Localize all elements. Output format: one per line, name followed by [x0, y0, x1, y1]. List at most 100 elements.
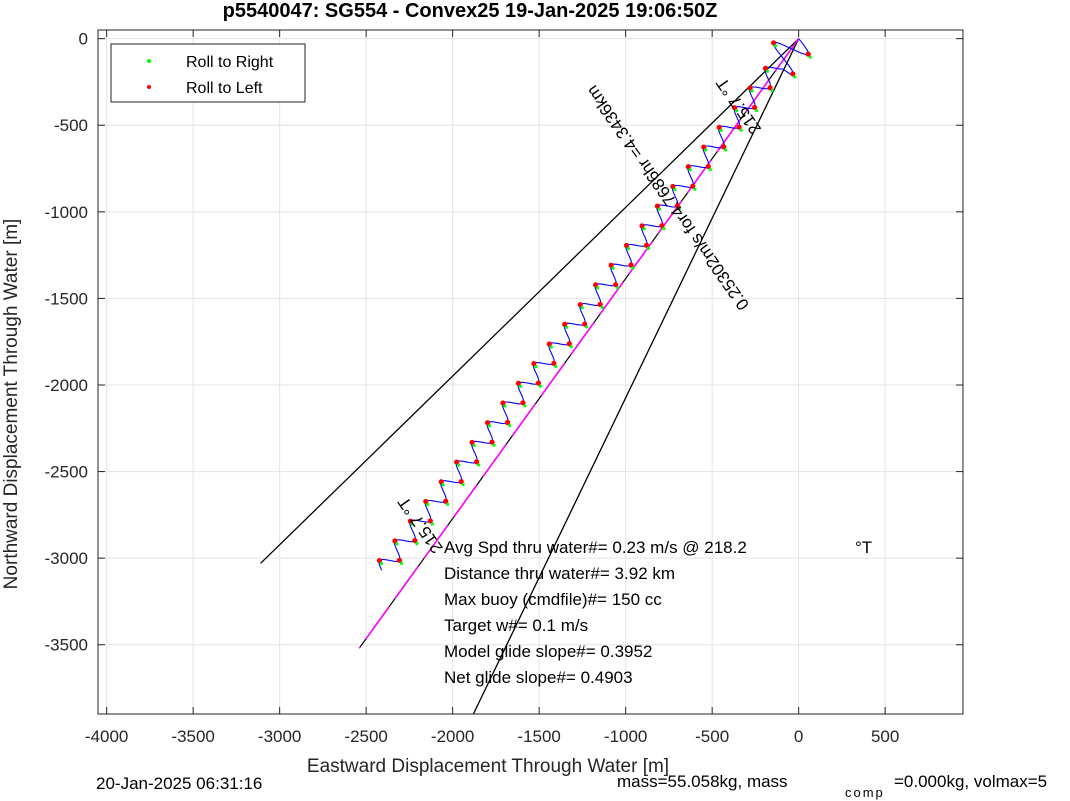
roll-left-marker	[747, 85, 753, 91]
stats-block: Avg Spd thru water#= 0.23 m/s @ 218.2 °T…	[444, 538, 872, 687]
roll-left-marker	[562, 321, 568, 327]
roll-left-marker	[685, 164, 691, 170]
axes-box	[97, 29, 964, 715]
y-tick-label: -2000	[45, 376, 88, 395]
roll-left-marker	[623, 242, 630, 249]
roll-left-marker	[407, 518, 413, 524]
roll-left-marker	[643, 242, 650, 248]
legend-marker-roll-right	[147, 59, 151, 63]
roll-left-marker	[639, 223, 645, 229]
roll-left-marker	[628, 262, 634, 268]
glider-track	[378, 38, 810, 571]
roll-right-marker	[457, 463, 461, 467]
roll-left-marker	[489, 439, 495, 445]
roll-left-marker	[376, 557, 383, 564]
roll-right-marker	[631, 266, 635, 270]
footer-timestamp: 20-Jan-2025 06:31:16	[96, 774, 262, 793]
roll-right-marker	[688, 168, 692, 172]
roll-left-marker	[551, 360, 557, 367]
roll-right-marker	[565, 325, 569, 329]
roll-left-marker	[751, 104, 758, 111]
roll-left-marker	[767, 85, 773, 91]
roll-right-marker	[487, 424, 492, 428]
roll-left-marker	[770, 40, 777, 46]
roll-right-marker	[426, 502, 430, 507]
x-tick-label: -4000	[85, 727, 128, 746]
roll-right-marker	[808, 55, 812, 59]
roll-right-marker	[708, 167, 712, 172]
roll-left-marker	[577, 301, 583, 308]
roll-right-marker	[585, 325, 589, 329]
roll-right-marker	[554, 364, 558, 369]
roll-right-marker	[704, 148, 708, 152]
roll-right-marker	[415, 542, 419, 546]
roll-right-marker	[793, 75, 797, 79]
x-tick-label: -3500	[171, 727, 214, 746]
y-tick-label: 0	[79, 30, 88, 49]
plot-area	[98, 30, 963, 714]
roll-left-marker	[582, 321, 588, 327]
roll-left-marker	[736, 124, 742, 130]
roll-right-marker	[750, 89, 754, 93]
roll-left-marker	[515, 380, 522, 386]
roll-right-marker	[441, 483, 445, 487]
roll-left-marker	[659, 222, 665, 229]
stat-net-glide: Net glide slope#= 0.4903	[444, 668, 633, 687]
roll-left-marker	[670, 183, 676, 190]
x-tick-label: -2500	[344, 727, 387, 746]
roll-right-marker	[477, 463, 481, 467]
roll-right-marker	[765, 69, 770, 73]
roll-left-marker	[500, 400, 506, 406]
roll-left-marker	[690, 183, 696, 189]
roll-right-marker	[735, 109, 739, 113]
x-tick-label: -1500	[517, 727, 560, 746]
roll-left-marker	[732, 105, 738, 111]
roll-left-marker	[520, 400, 526, 406]
roll-right-marker	[507, 423, 512, 428]
stat-target-w: Target w#= 0.1 m/s	[444, 616, 588, 635]
roll-left-marker	[438, 479, 444, 485]
roll-left-marker	[443, 498, 449, 504]
y-tick-label: -2500	[45, 463, 88, 482]
legend-label-roll-right: Roll to Right	[186, 54, 274, 71]
x-tick-label: -3000	[258, 727, 301, 746]
y-tick-label: -3000	[45, 549, 88, 568]
footer-mass: mass=55.058kg, mass	[617, 772, 788, 791]
stat-avg-speed: Avg Spd thru water#= 0.23 m/s @ 218.2	[444, 538, 747, 557]
y-tick-label: -500	[54, 116, 88, 135]
x-tick-label: 500	[871, 727, 899, 746]
x-tick-label: -500	[695, 727, 729, 746]
roll-right-marker	[626, 246, 631, 251]
legend-box	[110, 43, 306, 103]
roll-right-marker	[523, 404, 527, 408]
roll-right-marker	[538, 384, 543, 388]
roll-right-marker	[461, 482, 465, 487]
x-tick-label: -1000	[604, 727, 647, 746]
footer-mass-rest: =0.000kg, volmax=5	[894, 772, 1047, 791]
legend-marker-roll-left	[147, 85, 151, 89]
roll-left-marker	[762, 65, 769, 71]
roll-right-marker	[677, 207, 681, 211]
roll-right-marker	[399, 561, 404, 565]
roll-right-marker	[446, 502, 450, 506]
roll-left-marker	[608, 262, 614, 268]
y-axis-label: Northward Displacement Through Water [m]	[1, 219, 22, 590]
roll-right-marker	[410, 522, 414, 526]
roll-right-marker	[395, 542, 399, 546]
x-axis-label: Eastward Displacement Through Water [m]	[307, 756, 669, 777]
roll-left-marker	[790, 71, 796, 77]
roll-left-marker	[721, 144, 727, 150]
roll-right-marker	[611, 266, 615, 270]
roll-left-marker	[392, 538, 398, 544]
stat-distance: Distance thru water#= 3.92 km	[444, 564, 675, 583]
roll-right-marker	[773, 44, 778, 48]
roll-right-marker	[549, 345, 553, 349]
roll-right-marker	[534, 365, 538, 369]
y-tick-label: -1500	[45, 289, 88, 308]
roll-right-marker	[739, 128, 743, 132]
mean-line	[358, 38, 800, 649]
roll-left-marker	[674, 203, 680, 209]
roll-right-marker	[569, 345, 573, 349]
roll-right-marker	[673, 187, 677, 192]
